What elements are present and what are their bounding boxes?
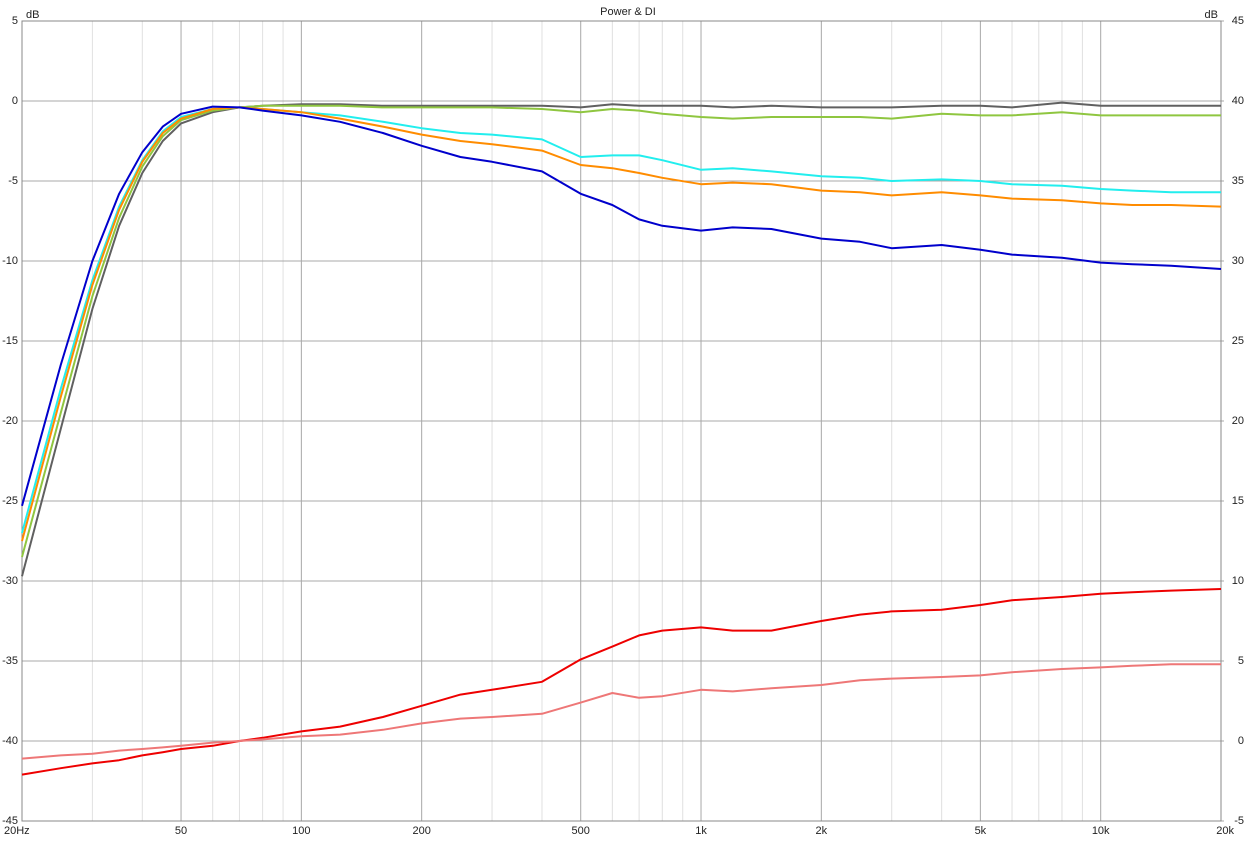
y-tick-label: 0	[12, 95, 18, 107]
y2-tick-label: 15	[1232, 495, 1244, 507]
y-tick-label: -30	[2, 575, 18, 587]
x-tick-label: 2k	[816, 825, 828, 837]
y-tick-label: -25	[2, 495, 18, 507]
y-tick-label: -40	[2, 735, 18, 747]
y-tick-label: -35	[2, 655, 18, 667]
y-tick-label: -20	[2, 415, 18, 427]
x-tick-label: 5k	[975, 825, 987, 837]
y2-tick-label: 40	[1232, 95, 1244, 107]
x-tick-label: 100	[292, 825, 310, 837]
series-line	[21, 663, 1221, 760]
series-line	[21, 104, 1221, 558]
y2-tick-label: 5	[1238, 655, 1244, 667]
y2-tick-label: 35	[1232, 175, 1244, 187]
series-line	[21, 106, 1222, 542]
y2-axis-label: dB	[1205, 9, 1218, 21]
y2-tick-label: 20	[1232, 415, 1244, 427]
chart-title: Power & DI	[600, 6, 656, 18]
x-tick-label: 1k	[695, 825, 707, 837]
x-tick-label: 50	[175, 825, 187, 837]
series-line	[21, 105, 1222, 507]
plot-border	[21, 20, 1222, 822]
x-tick-label: 500	[572, 825, 590, 837]
y-tick-label: 5	[12, 15, 18, 27]
y-axis-label: dB	[26, 9, 39, 21]
y-tick-label: -15	[2, 335, 18, 347]
y2-tick-label: -5	[1234, 815, 1244, 827]
series-line	[21, 588, 1222, 776]
y2-tick-label: 25	[1232, 335, 1244, 347]
x-tick-label: 10k	[1092, 825, 1110, 837]
series-line	[21, 106, 1221, 534]
x-tick-label: 200	[412, 825, 430, 837]
y2-tick-label: 45	[1232, 15, 1244, 27]
x-tick-label: 20k	[1216, 825, 1234, 837]
series-line	[21, 101, 1221, 577]
x-tick-label: 20Hz	[4, 825, 30, 837]
y-tick-label: -45	[2, 815, 18, 827]
y2-tick-label: 0	[1238, 735, 1244, 747]
y-tick-label: -5	[8, 175, 18, 187]
y2-tick-label: 30	[1232, 255, 1244, 267]
y2-tick-label: 10	[1232, 575, 1244, 587]
y-tick-label: -10	[2, 255, 18, 267]
